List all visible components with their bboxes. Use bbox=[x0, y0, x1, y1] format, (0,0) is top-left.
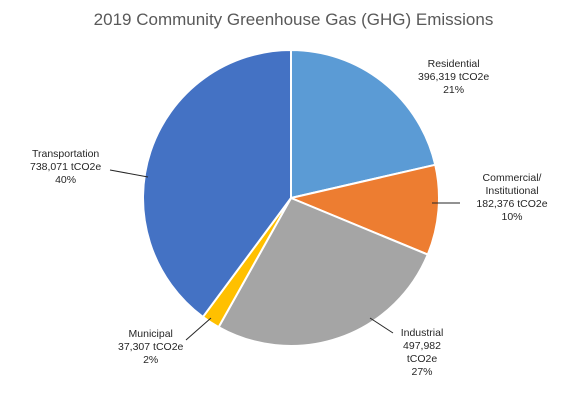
label-industrial: Industrial 497,982 tCO2e 27% bbox=[391, 327, 453, 379]
label-municipal-percent: 2% bbox=[143, 354, 159, 366]
label-residential-percent: 21% bbox=[443, 84, 465, 96]
label-transportation-percent: 40% bbox=[55, 174, 77, 186]
label-transportation-name: Transportation bbox=[31, 148, 100, 160]
label-transportation-value: 738,071 tCO2e bbox=[30, 161, 102, 173]
label-municipal-name: Municipal bbox=[128, 328, 173, 340]
leader-line-municipal bbox=[185, 317, 212, 341]
label-industrial-name: Industrial bbox=[400, 327, 444, 339]
label-residential: Residential 396,319 tCO2e 21% bbox=[418, 58, 489, 97]
label-residential-name: Residential bbox=[427, 58, 480, 70]
label-transportation: Transportation 738,071 tCO2e 40% bbox=[30, 148, 101, 187]
label-industrial-percent: 27% bbox=[411, 366, 433, 378]
leader-line-transportation bbox=[109, 169, 149, 178]
label-commercial-name: Commercial/ Institutional bbox=[482, 172, 542, 197]
pie-slice-commercial bbox=[287, 163, 440, 256]
label-municipal-value: 37,307 tCO2e bbox=[118, 341, 184, 353]
label-commercial-percent: 10% bbox=[501, 211, 523, 223]
leader-line-industrial bbox=[369, 317, 394, 334]
label-commercial-value: 182,376 tCO2e bbox=[476, 198, 548, 210]
chart-title: 2019 Community Greenhouse Gas (GHG) Emis… bbox=[93, 10, 494, 29]
label-residential-value: 396,319 tCO2e bbox=[418, 71, 490, 83]
pie-slice-transportation bbox=[142, 48, 292, 319]
label-commercial: Commercial/ Institutional 182,376 tCO2e … bbox=[462, 172, 562, 224]
label-industrial-value: 497,982 tCO2e bbox=[403, 340, 441, 365]
pie-slice-residential bbox=[290, 48, 437, 200]
label-municipal: Municipal 37,307 tCO2e 2% bbox=[118, 328, 183, 367]
